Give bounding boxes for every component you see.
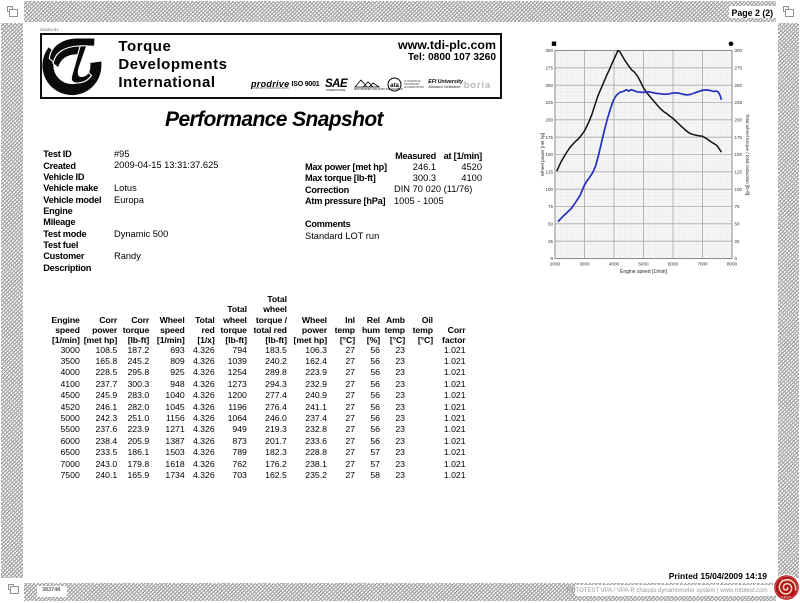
svg-text:7000: 7000 — [697, 262, 708, 267]
svg-text:75: 75 — [735, 204, 741, 209]
svg-text:100: 100 — [545, 187, 553, 192]
svg-text:ata: ata — [390, 83, 399, 89]
svg-text:50: 50 — [735, 221, 741, 226]
svg-text:250: 250 — [735, 83, 743, 88]
svg-text:150: 150 — [735, 152, 743, 157]
svg-text:5000: 5000 — [638, 262, 649, 267]
svg-text:300: 300 — [735, 48, 743, 53]
svg-text:Engine speed [1/min]: Engine speed [1/min] — [620, 269, 668, 275]
svg-text:2000: 2000 — [550, 262, 561, 267]
svg-text:Total wheel torque / total red: Total wheel torque / total reduction [lb… — [745, 114, 750, 195]
svg-text:275: 275 — [545, 65, 553, 70]
svg-text:75: 75 — [548, 204, 554, 209]
svg-text:Wheel power [net hp]: Wheel power [net hp] — [540, 133, 545, 176]
svg-text:50: 50 — [548, 221, 554, 226]
svg-text:4000: 4000 — [609, 262, 620, 267]
svg-text:250: 250 — [545, 83, 553, 88]
svg-text:8000: 8000 — [727, 262, 738, 267]
svg-text:0: 0 — [550, 256, 553, 261]
svg-text:225: 225 — [545, 100, 553, 105]
svg-text:150: 150 — [545, 152, 553, 157]
svg-text:3000: 3000 — [579, 262, 590, 267]
svg-text:25: 25 — [548, 239, 554, 244]
svg-text:TEST: TEST — [781, 595, 791, 599]
svg-text:100: 100 — [735, 187, 743, 192]
svg-text:6000: 6000 — [668, 262, 679, 267]
svg-text:125: 125 — [545, 169, 553, 174]
svg-text:25: 25 — [735, 239, 741, 244]
svg-text:200: 200 — [545, 117, 553, 122]
svg-text:125: 125 — [735, 169, 743, 174]
svg-text:200: 200 — [735, 117, 743, 122]
svg-text:0: 0 — [735, 256, 738, 261]
svg-text:175: 175 — [735, 135, 743, 140]
svg-text:300: 300 — [545, 48, 553, 53]
svg-text:225: 225 — [735, 100, 743, 105]
svg-text:175: 175 — [545, 135, 553, 140]
svg-text:275: 275 — [735, 65, 743, 70]
svg-text:ROTO: ROTO — [781, 578, 792, 582]
